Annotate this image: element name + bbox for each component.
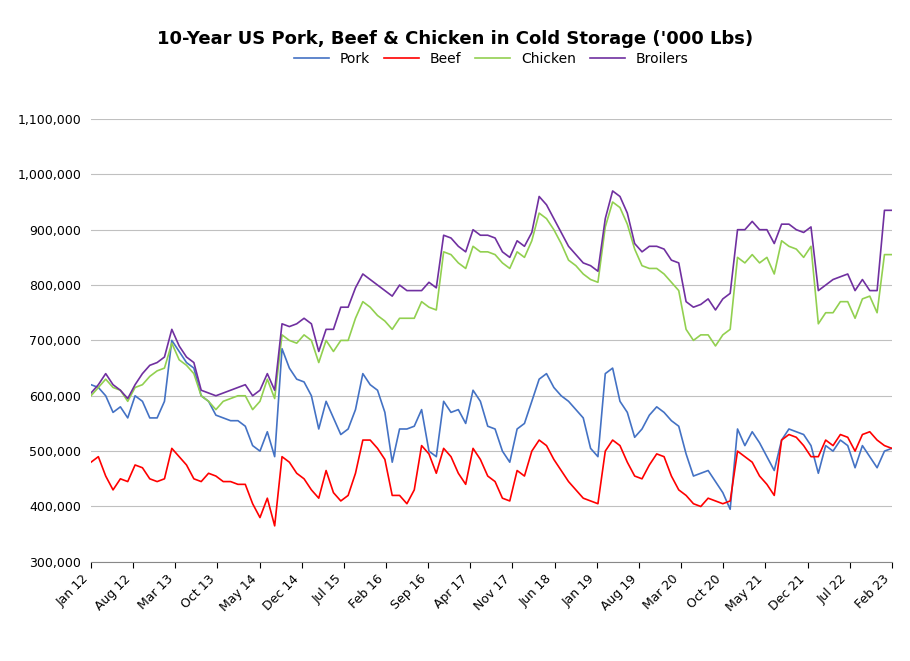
- Chicken: [210, 406, 221, 414]
- Broilers: [607, 187, 618, 195]
- Broilers: [850, 287, 861, 295]
- Line: Broilers: Broilers: [91, 191, 892, 399]
- Pork: [482, 422, 493, 430]
- Beef: [659, 453, 670, 461]
- Text: 10-Year US Pork, Beef & Chicken in Cold Storage ('000 Lbs): 10-Year US Pork, Beef & Chicken in Cold …: [157, 30, 753, 48]
- Pork: [167, 336, 177, 344]
- Pork: [86, 381, 96, 389]
- Pork: [850, 464, 861, 472]
- Chicken: [86, 392, 96, 400]
- Chicken: [886, 251, 897, 258]
- Pork: [328, 414, 339, 422]
- Beef: [843, 434, 854, 442]
- Line: Chicken: Chicken: [91, 202, 892, 410]
- Beef: [269, 522, 280, 530]
- Line: Beef: Beef: [91, 432, 892, 526]
- Pork: [879, 447, 890, 455]
- Broilers: [482, 231, 493, 239]
- Broilers: [122, 395, 133, 403]
- Broilers: [86, 389, 96, 397]
- Chicken: [460, 264, 471, 272]
- Beef: [864, 428, 875, 436]
- Chicken: [607, 198, 618, 206]
- Chicken: [850, 315, 861, 323]
- Chicken: [666, 278, 677, 286]
- Chicken: [482, 248, 493, 256]
- Broilers: [460, 248, 471, 256]
- Beef: [328, 488, 339, 496]
- Legend: Pork, Beef, Chicken, Broilers: Pork, Beef, Chicken, Broilers: [288, 46, 694, 71]
- Beef: [879, 442, 890, 449]
- Beef: [482, 472, 493, 480]
- Line: Pork: Pork: [91, 340, 892, 509]
- Beef: [886, 444, 897, 452]
- Beef: [460, 481, 471, 488]
- Chicken: [879, 251, 890, 258]
- Pork: [659, 408, 670, 416]
- Broilers: [886, 206, 897, 214]
- Beef: [86, 458, 96, 466]
- Pork: [886, 444, 897, 452]
- Pork: [460, 420, 471, 428]
- Pork: [724, 505, 735, 513]
- Broilers: [879, 206, 890, 214]
- Broilers: [666, 256, 677, 264]
- Broilers: [328, 325, 339, 333]
- Chicken: [328, 348, 339, 356]
